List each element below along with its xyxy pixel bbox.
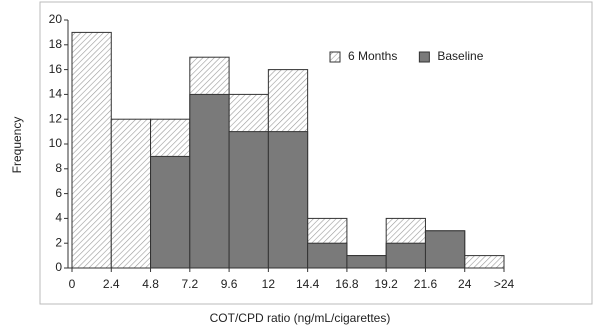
bar: [307, 242, 348, 269]
x-tick-label: 4.8: [142, 277, 159, 291]
legend-label: 6 Months: [348, 49, 397, 63]
legend-swatch: [418, 51, 430, 63]
x-axis-title: COT/CPD ratio (ng/mL/cigarettes): [210, 311, 391, 325]
x-tick-label: 7.2: [181, 277, 198, 291]
y-tick-label: 4: [55, 211, 62, 225]
y-tick-label: 8: [55, 161, 62, 175]
bar: [267, 131, 309, 269]
y-tick-label: 0: [55, 260, 62, 274]
legend-label: Baseline: [437, 49, 483, 63]
y-tick-label: 2: [55, 235, 62, 249]
x-tick-label: 0: [69, 277, 76, 291]
bar: [150, 155, 191, 269]
y-tick-label: 16: [49, 62, 63, 76]
bar: [385, 242, 426, 269]
x-tick-label: 16.8: [335, 277, 359, 291]
bar: [228, 131, 269, 269]
x-tick-label: 24: [458, 277, 472, 291]
bar: [464, 255, 505, 269]
x-tick-label: 21.6: [414, 277, 438, 291]
bar: [189, 93, 230, 269]
x-tick-label: 19.2: [375, 277, 399, 291]
x-tick-label: 14.4: [296, 277, 320, 291]
bar: [346, 255, 387, 269]
x-tick-label: 9.6: [221, 277, 238, 291]
x-tick-label: 2.4: [103, 277, 120, 291]
y-axis-title: Frequency: [10, 117, 24, 174]
bar: [424, 230, 466, 269]
y-tick-label: 12: [49, 111, 63, 125]
y-tick-label: 10: [49, 136, 63, 150]
frame: [39, 1, 593, 305]
x-tick-label: >24: [494, 277, 515, 291]
bar: [71, 31, 112, 269]
bar: [110, 118, 152, 269]
y-tick-label: 18: [49, 37, 63, 51]
x-tick-label: 12: [262, 277, 276, 291]
y-tick-label: 6: [55, 186, 62, 200]
legend-swatch: [329, 51, 341, 63]
y-tick-label: 20: [49, 12, 63, 26]
y-tick-label: 14: [49, 87, 63, 101]
